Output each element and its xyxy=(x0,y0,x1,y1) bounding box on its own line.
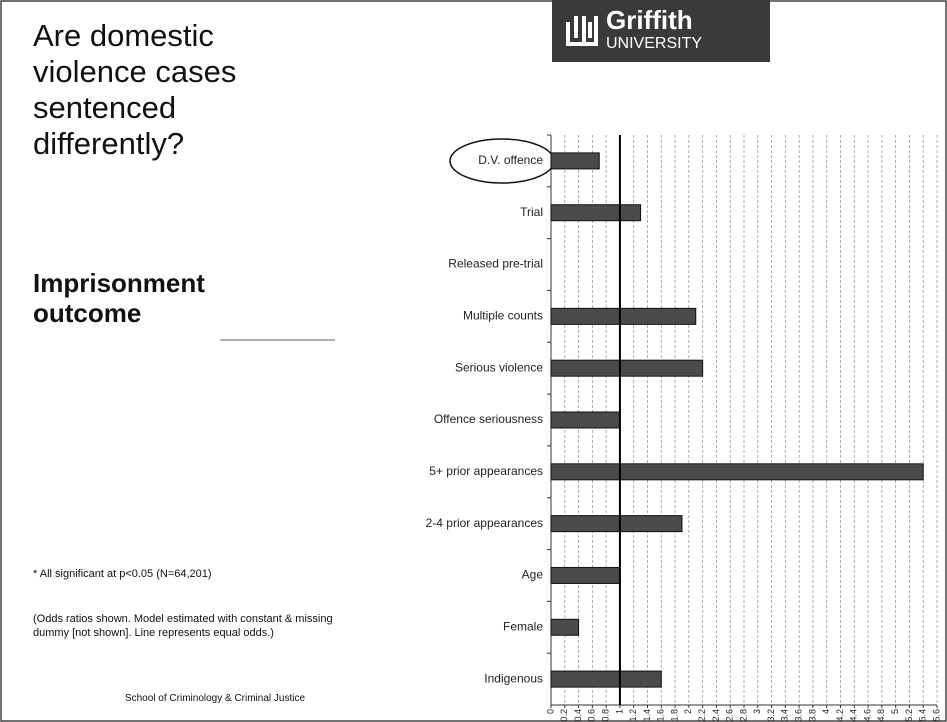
x-tick-label: 4.8 xyxy=(876,709,886,722)
y-tick-label: Trial xyxy=(520,205,543,219)
note: (Odds ratios shown. Model estimated with… xyxy=(33,613,333,639)
x-tick-label: 0.8 xyxy=(601,709,611,722)
x-tick-label: 1.2 xyxy=(628,709,638,722)
x-tick-label: 1.4 xyxy=(642,709,652,722)
footer: School of Criminology & Criminal Justice xyxy=(124,693,306,704)
y-tick-label: 5+ prior appearances xyxy=(429,464,543,478)
bar xyxy=(550,204,642,222)
bar xyxy=(550,515,683,533)
y-tick-label: 2-4 prior appearances xyxy=(426,516,543,530)
x-tick-label: 2.8 xyxy=(738,709,748,722)
slide-title: Are domestic violence cases sentenced di… xyxy=(33,18,237,161)
bar xyxy=(550,463,924,481)
x-tick-label: 5 xyxy=(890,709,900,714)
x-tick-label: 1.8 xyxy=(669,709,679,722)
x-tick-label: 4 xyxy=(821,709,831,714)
x-tick-label: 2 xyxy=(683,709,693,714)
x-tick-label: 5.4 xyxy=(918,709,928,722)
x-tick-label: 2.2 xyxy=(697,709,707,722)
x-tick-label: 4.6 xyxy=(862,709,872,722)
x-tick-label: 3.6 xyxy=(794,709,804,722)
y-tick-label: Serious violence xyxy=(455,360,543,374)
logo-name: Griffith xyxy=(606,5,693,35)
x-tick-label: 4.4 xyxy=(849,709,859,722)
x-tick-label: 0.6 xyxy=(587,709,597,722)
x-tick-label: 0.2 xyxy=(559,709,569,722)
y-tick-label: Age xyxy=(522,568,544,582)
x-tick-label: 1 xyxy=(614,709,624,714)
x-tick-label: 3 xyxy=(752,709,762,714)
y-tick-label: Multiple counts xyxy=(463,309,543,323)
bar xyxy=(550,152,600,170)
logo-sub: UNIVERSITY xyxy=(606,35,702,52)
x-tick-label: 5.6 xyxy=(931,709,941,722)
x-tick-label: 1.6 xyxy=(656,709,666,722)
y-tick-label: Indigenous xyxy=(484,671,543,685)
note: * All significant at p<0.05 (N=64,201) xyxy=(33,568,212,580)
y-tick-label: Female xyxy=(503,619,543,633)
y-tick-label: Released pre-trial xyxy=(448,257,543,271)
x-tick-label: 2.4 xyxy=(711,709,721,722)
x-tick-label: 0 xyxy=(545,709,555,714)
x-tick-label: 0.4 xyxy=(573,709,583,722)
bar xyxy=(550,411,621,429)
x-tick-label: 2.6 xyxy=(725,709,735,722)
slide-subtitle: Imprisonment outcome xyxy=(33,268,205,328)
bar xyxy=(550,566,621,584)
x-tick-label: 3.2 xyxy=(766,709,776,722)
bar xyxy=(550,307,697,325)
x-tick-label: 3.8 xyxy=(807,709,817,722)
bar xyxy=(550,618,580,636)
x-tick-label: 4.2 xyxy=(835,709,845,722)
x-tick-label: 5.2 xyxy=(904,709,914,722)
y-tick-label: D.V. offence xyxy=(478,153,543,167)
bar xyxy=(550,359,704,377)
x-tick-label: 3.4 xyxy=(780,709,790,722)
logo-icon xyxy=(566,16,598,46)
y-tick-label: Offence seriousness xyxy=(434,412,543,426)
bar xyxy=(550,670,662,688)
